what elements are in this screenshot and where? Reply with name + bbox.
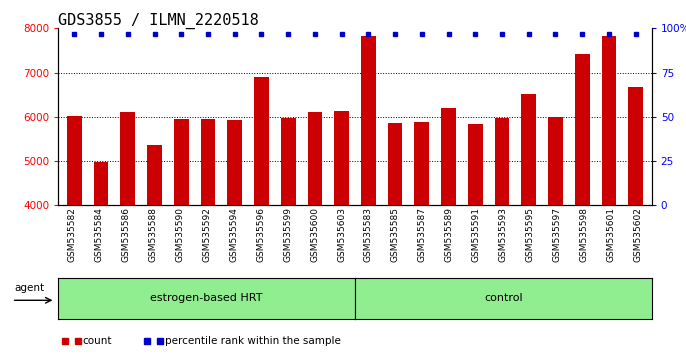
Text: GSM535593: GSM535593: [499, 207, 508, 262]
Text: GDS3855 / ILMN_2220518: GDS3855 / ILMN_2220518: [58, 12, 259, 29]
Bar: [575, 53, 589, 354]
Bar: [147, 145, 162, 354]
Bar: [521, 94, 536, 354]
Text: GSM535595: GSM535595: [526, 207, 535, 262]
Bar: [334, 111, 349, 354]
Text: GSM535594: GSM535594: [229, 207, 238, 262]
Bar: [388, 123, 403, 354]
Bar: [628, 87, 643, 354]
Bar: [281, 118, 296, 354]
Text: GSM535603: GSM535603: [337, 207, 346, 262]
Bar: [414, 122, 429, 354]
Text: control: control: [484, 293, 523, 303]
Bar: [468, 124, 483, 354]
Bar: [361, 36, 376, 354]
Text: GSM535588: GSM535588: [148, 207, 157, 262]
Bar: [227, 120, 242, 354]
Text: GSM535598: GSM535598: [580, 207, 589, 262]
Bar: [67, 116, 82, 354]
Text: count: count: [82, 336, 112, 346]
Text: GSM535600: GSM535600: [310, 207, 319, 262]
Bar: [602, 36, 616, 354]
Text: GSM535599: GSM535599: [283, 207, 292, 262]
Bar: [174, 120, 189, 354]
Text: GSM535582: GSM535582: [67, 207, 76, 262]
Text: GSM535602: GSM535602: [634, 207, 643, 262]
Text: GSM535597: GSM535597: [553, 207, 562, 262]
Text: GSM535601: GSM535601: [606, 207, 616, 262]
Bar: [495, 118, 510, 354]
Bar: [200, 119, 215, 354]
Bar: [254, 78, 269, 354]
Bar: [307, 112, 322, 354]
Text: GSM535587: GSM535587: [418, 207, 427, 262]
Bar: [548, 117, 563, 354]
Bar: [94, 162, 108, 354]
Text: GSM535596: GSM535596: [256, 207, 265, 262]
Text: GSM535586: GSM535586: [121, 207, 130, 262]
Text: percentile rank within the sample: percentile rank within the sample: [165, 336, 340, 346]
Bar: [441, 108, 456, 354]
Text: agent: agent: [14, 283, 45, 293]
Text: GSM535583: GSM535583: [364, 207, 373, 262]
Text: GSM535590: GSM535590: [175, 207, 184, 262]
Text: GSM535592: GSM535592: [202, 207, 211, 262]
Text: GSM535585: GSM535585: [391, 207, 400, 262]
Bar: [121, 112, 135, 354]
Text: GSM535591: GSM535591: [472, 207, 481, 262]
Text: GSM535589: GSM535589: [445, 207, 454, 262]
Text: GSM535584: GSM535584: [94, 207, 104, 262]
Text: estrogen-based HRT: estrogen-based HRT: [150, 293, 263, 303]
